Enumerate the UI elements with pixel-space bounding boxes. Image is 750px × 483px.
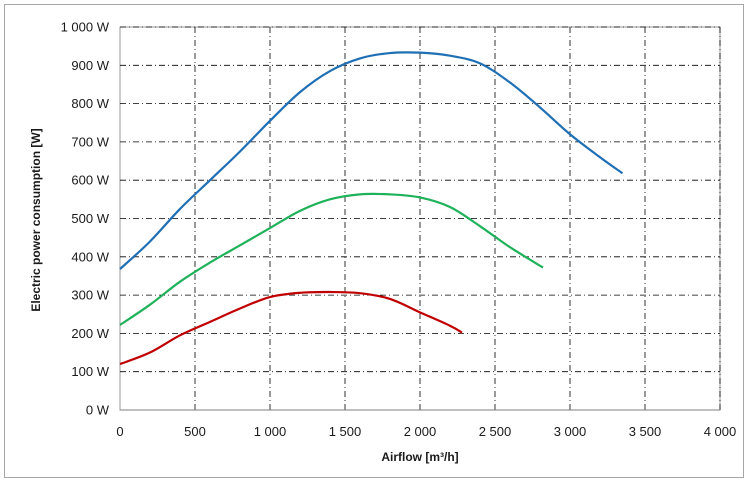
- x-tick-label: 2 500: [479, 424, 512, 439]
- y-axis-ticks: 0 W 100 W 200 W 300 W 400 W 500 W 600 W 700 W 80…: [61, 20, 110, 418]
- x-tick-label: 1 500: [329, 424, 362, 439]
- x-tick-label: 4 000: [704, 424, 737, 439]
- x-axis-ticks: 0 500 1 000 1 500 2 000 2 500 3 000 3 500 4 000: [116, 424, 736, 439]
- x-tick-label: 3 500: [629, 424, 662, 439]
- x-axis-title: Airflow [m³/h]: [381, 450, 458, 464]
- y-axis-title: Electric power consumption [W]: [29, 128, 43, 311]
- y-tick-label: 0 W: [86, 403, 110, 418]
- y-tick-label: 600 W: [71, 173, 109, 188]
- series-line-2: [119, 192, 544, 326]
- y-tick-label: 700 W: [71, 134, 109, 149]
- y-tick-label: 900 W: [71, 58, 109, 73]
- y-tick-label: 100 W: [71, 364, 109, 379]
- y-tick-label: 300 W: [71, 288, 109, 303]
- x-tick-label: 0: [116, 424, 123, 439]
- series-line-3: [119, 290, 463, 366]
- y-tick-label: 500 W: [71, 211, 109, 226]
- x-tick-label: 2 000: [404, 424, 437, 439]
- y-tick-label: 1 000 W: [61, 20, 110, 35]
- series-lines: [119, 51, 624, 366]
- x-tick-label: 3 000: [554, 424, 587, 439]
- chart-frame: [4, 4, 744, 478]
- series-line-1: [119, 51, 624, 270]
- gridlines: [119, 26, 721, 411]
- y-tick-label: 800 W: [71, 96, 109, 111]
- x-tick-label: 1 000: [254, 424, 287, 439]
- y-tick-label: 400 W: [71, 249, 109, 264]
- y-tick-label: 200 W: [71, 326, 109, 341]
- x-tick-label: 500: [184, 424, 206, 439]
